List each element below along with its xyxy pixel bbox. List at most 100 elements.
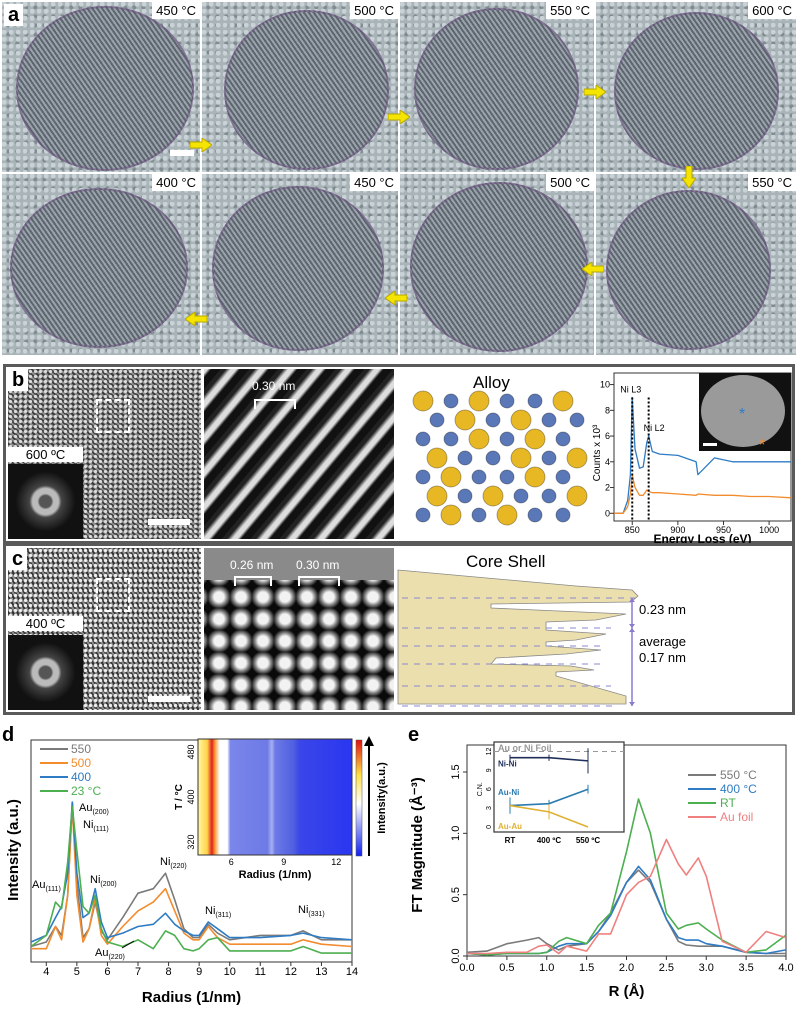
x-tick-label: 2.0 [619, 962, 634, 974]
arrow-up-icon [364, 736, 374, 746]
alloy-title: Alloy [473, 373, 510, 392]
ni-atom [555, 469, 571, 485]
temperature-label: 450 °C [152, 2, 200, 19]
x-axis-label: R (Å) [609, 983, 645, 1000]
heatmap-y-tick-label: 480 [186, 744, 196, 759]
exafs-ft-chart: 0.0 0.5 1.0 1.5 2.0 2.5 3.0 3.5 4.0 0.0 0.5 1.0 1.5 R… [409, 741, 794, 1000]
series-line-orange-spot [614, 474, 792, 514]
x-tick-label: 1.0 [539, 962, 554, 974]
temperature-label: 450 °C [350, 174, 398, 191]
au-atom [510, 447, 532, 469]
ni-atom [527, 507, 543, 523]
inset-x-tick-label: 550 ºC [576, 836, 600, 845]
ni-atom [555, 507, 571, 523]
peak-label: Ni(220) [160, 856, 187, 870]
au-atom [524, 466, 546, 488]
series-line-RT [466, 798, 787, 956]
legend-label: 400 °C [720, 782, 757, 796]
peak-label: Ni(311) [205, 905, 231, 919]
hrtem-image-400: 400 ºC [8, 548, 201, 710]
annotation-ni-l2: Ni L2 [644, 423, 665, 433]
fft-temperature-label: 600 ºC [8, 447, 83, 462]
ni-atom [415, 507, 431, 523]
average-label: average [639, 634, 686, 649]
panel-label-d: d [2, 724, 15, 746]
heatmap-x-tick-label: 9 [281, 857, 286, 867]
intensity-profile [397, 569, 639, 705]
tem-tile: 550 °C [596, 174, 796, 355]
scale-bar [170, 150, 194, 156]
ni-atom [457, 488, 473, 504]
inset-series-label: Au-Ni [498, 788, 519, 797]
x-tick-label: 2.5 [659, 962, 674, 974]
fft-inset [8, 635, 83, 710]
legend-label: 23 °C [71, 784, 101, 798]
ni-atom [415, 469, 431, 485]
inset-y-tick-label: 12 [486, 747, 493, 755]
xrd-radial-profile-chart: 4 5 6 7 8 9 10 11 12 13 14 Radius (1/nm) Intensity (… [5, 736, 388, 1006]
peak-label: Au(111) [32, 879, 61, 893]
lattice-spacing-label-2: 0.30 nm [296, 558, 340, 572]
scale-bar [148, 519, 190, 525]
arrow-right-icon [584, 85, 606, 99]
legend-label: 550 [71, 742, 91, 756]
nanoparticle [701, 375, 785, 447]
inset-y-tick-label: 9 [486, 768, 493, 772]
x-tick-label: 5 [74, 966, 80, 978]
au-atom [510, 409, 532, 431]
ni-atom [569, 412, 585, 428]
tem-tile: 500 °C [202, 2, 398, 172]
legend-label: 400 [71, 770, 91, 784]
peak-label: Ni(200) [90, 874, 117, 888]
panel-label-c: c [8, 548, 28, 570]
annotation-ni-l3: Ni L3 [620, 384, 641, 394]
distance-label-2: 0.17 nm [639, 650, 686, 665]
scale-bar [148, 696, 190, 702]
peak-label: Ni(331) [298, 904, 325, 918]
x-tick-label: 3.0 [699, 962, 714, 974]
inset-x-tick-label: RT [505, 836, 516, 845]
inset-y-tick-label: 6 [486, 787, 493, 791]
ni-atom [541, 412, 557, 428]
x-tick-label: 7 [135, 966, 141, 978]
fft-temperature-label: 400 ºC [8, 616, 83, 631]
au-atom [440, 504, 462, 526]
heatmap-y-tick-label: 320 [186, 835, 196, 850]
x-tick-label: 6 [104, 966, 110, 978]
x-tick-label: 4.0 [778, 962, 793, 974]
y-axis-label: Counts x 10³ [592, 424, 603, 481]
x-tick-label: 950 [716, 525, 731, 535]
temperature-label: 500 °C [350, 2, 398, 19]
blue-asterisk-icon: * [739, 406, 745, 423]
legend-label: 500 [71, 756, 91, 770]
x-axis-label: Energy Loss (eV) [653, 532, 751, 543]
heatmap-y-tick-label: 400 [186, 789, 196, 804]
au-atom [426, 485, 448, 507]
au-atom [496, 504, 518, 526]
x-tick-label: 0.5 [499, 962, 514, 974]
temperature-label: 400 °C [152, 174, 200, 191]
ni-atom [485, 450, 501, 466]
ni-atom [541, 488, 557, 504]
heatmap-x-tick-label: 12 [331, 857, 341, 867]
heatmap [197, 738, 353, 856]
zoomed-coreshell-image: 0.26 nm 0.30 nm [204, 548, 394, 710]
tem-tile: 450 °C [2, 2, 200, 172]
x-tick-label: 4 [43, 966, 49, 978]
x-tick-label: 3.5 [738, 962, 753, 974]
temperature-label: 550 °C [748, 174, 796, 191]
tem-tile: 550 °C [400, 2, 594, 172]
x-tick-label: 1000 [759, 525, 779, 535]
au-atom [412, 390, 434, 412]
series-line-blue-spot [614, 396, 791, 514]
panel-label-b: b [8, 369, 29, 391]
au-atom [426, 447, 448, 469]
arrow-left-icon [582, 262, 604, 276]
x-tick-label: 1.5 [579, 962, 594, 974]
alloy-model: Alloy [401, 367, 591, 541]
au-atom [482, 485, 504, 507]
y-tick-label: 1.5 [450, 764, 462, 779]
panel-label-a: a [4, 4, 24, 26]
ni-atom [457, 450, 473, 466]
temperature-label: 550 °C [546, 2, 594, 19]
